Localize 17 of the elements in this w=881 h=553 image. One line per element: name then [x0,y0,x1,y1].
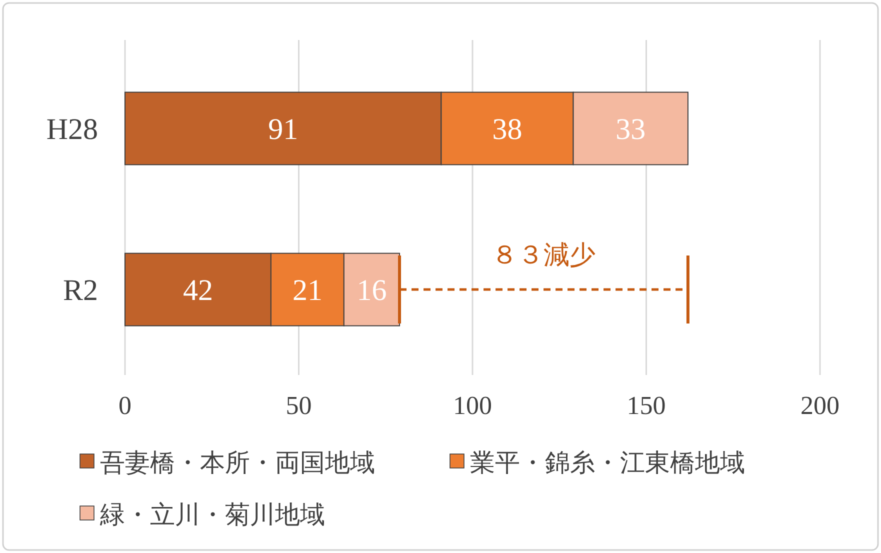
data-label: 38 [492,112,522,146]
data-label: 33 [616,112,646,146]
data-label: 91 [268,112,298,146]
annotation: ８３減少 [492,240,596,271]
data-label: 16 [356,274,387,308]
legend-label: 吾妻橋・本所・両国地域 [100,448,375,477]
x-tick-label: 50 [286,391,312,420]
data-label: 42 [182,274,213,308]
data-label: 21 [292,274,322,308]
x-tick-label: 0 [118,391,132,420]
legend-label: 業平・錦糸・江東橋地域 [470,448,745,477]
x-tick-label: 150 [626,391,666,420]
x-tick-label: 200 [800,391,840,420]
legend-label: 緑・立川・菊川地域 [99,500,325,529]
y-tick-label: H28 [46,112,98,146]
y-tick-label: R2 [62,274,98,308]
x-tick-label: 100 [453,391,492,420]
